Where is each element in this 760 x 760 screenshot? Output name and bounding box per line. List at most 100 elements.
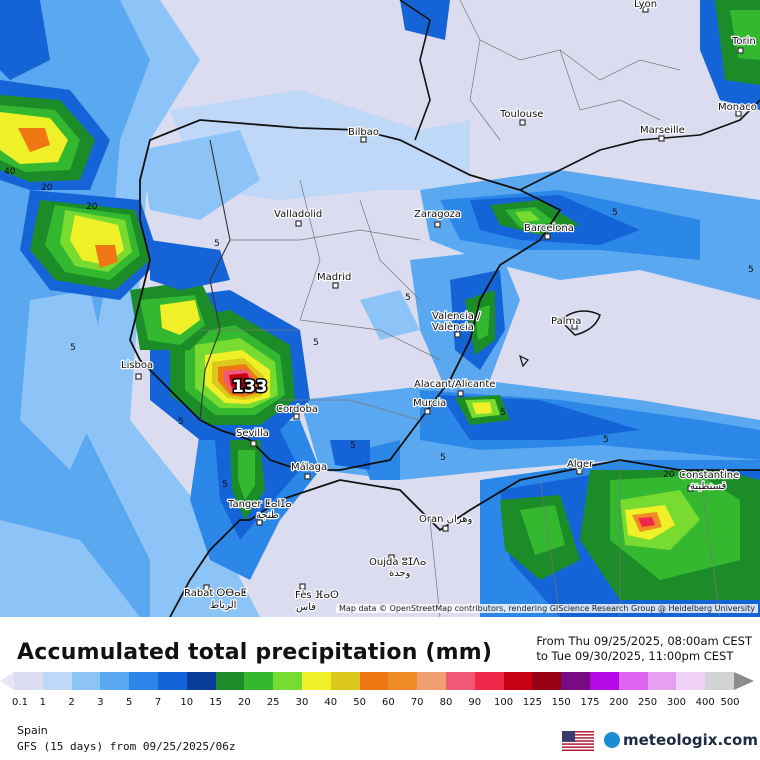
svg-text:Palma: Palma bbox=[551, 316, 581, 327]
legend-tick-label: 400 bbox=[695, 697, 715, 708]
legend-tick-label: 25 bbox=[266, 697, 280, 708]
contour-label: 20 bbox=[41, 183, 53, 193]
legend-swatch bbox=[676, 672, 706, 690]
legend-tick-label: 175 bbox=[580, 697, 600, 708]
legend-swatch bbox=[532, 672, 562, 690]
legend-tick-label: 150 bbox=[551, 697, 571, 708]
city-palma[interactable]: Palma bbox=[550, 315, 583, 330]
meteologix-logo-icon bbox=[604, 732, 620, 748]
legend-tick-label: 80 bbox=[439, 697, 453, 708]
model-run-label: GFS (15 days) from 09/25/2025/06z bbox=[17, 740, 236, 753]
svg-text:Oran وهران: Oran وهران bbox=[419, 514, 473, 525]
legend-tick-label: 50 bbox=[353, 697, 366, 708]
contour-label: 5 bbox=[440, 453, 446, 463]
legend-swatch bbox=[71, 672, 101, 690]
city-lyon[interactable]: Lyon bbox=[633, 0, 658, 13]
max-precipitation-label: 133 bbox=[232, 377, 268, 397]
legend-tick-label: 90 bbox=[468, 697, 482, 708]
legend-tick-label: 100 bbox=[494, 697, 514, 708]
legend-swatch bbox=[445, 672, 475, 690]
contour-label: 5 bbox=[313, 338, 319, 348]
city-toulouse[interactable]: Toulouse bbox=[498, 108, 545, 126]
us-flag-icon[interactable] bbox=[562, 731, 594, 751]
legend-tick-label: 0.1 bbox=[12, 697, 28, 708]
svg-text:فاس: فاس bbox=[296, 602, 316, 613]
period-to: to Tue 09/30/2025, 11:00pm CEST bbox=[536, 649, 734, 663]
legend-tick-label: 500 bbox=[720, 697, 740, 708]
legend-tick-label: 60 bbox=[382, 697, 395, 708]
legend-tick-label: 40 bbox=[324, 697, 338, 708]
legend-color-bar bbox=[14, 672, 734, 690]
legend-swatch bbox=[215, 672, 245, 690]
svg-text:وجدة: وجدة bbox=[389, 568, 411, 579]
legend-swatch bbox=[129, 672, 158, 690]
legend-tick-labels: 0.1 1 2 3 5 7 10 15 20 25 30 40 50 60 70 80 90 100 125 150 1… bbox=[12, 697, 740, 711]
contour-label: 5 bbox=[178, 417, 184, 427]
contour-label: 5 bbox=[70, 343, 76, 353]
svg-text:Valladolid: Valladolid bbox=[274, 209, 322, 220]
page-title: Accumulated total precipitation (mm) bbox=[17, 640, 493, 665]
svg-text:Oujda ⵓⵊⴷⴰ: Oujda ⵓⵊⴷⴰ bbox=[369, 557, 426, 568]
precipitation-map[interactable]: 40 20 20 5 5 5 5 5 5 5 5 5 5 5 5 20 133 … bbox=[0, 0, 760, 617]
city-bilbao[interactable]: Bilbao bbox=[347, 126, 380, 143]
legend-swatch bbox=[186, 672, 216, 690]
contour-label: 5 bbox=[222, 480, 228, 490]
city-marseille[interactable]: Marseille bbox=[639, 124, 686, 142]
contour-label: 5 bbox=[748, 265, 754, 275]
city-madrid[interactable]: Madrid bbox=[316, 271, 353, 289]
legend-tick-label: 200 bbox=[609, 697, 629, 708]
contour-label: 5 bbox=[612, 208, 618, 218]
svg-text:الرباط: الرباط bbox=[210, 600, 236, 611]
legend-tick-label: 2 bbox=[68, 697, 75, 708]
city-torin[interactable]: Torin bbox=[730, 35, 757, 54]
svg-text:Lyon: Lyon bbox=[634, 0, 657, 10]
city-sevilla[interactable]: Sevilla bbox=[235, 427, 270, 447]
city-murcia[interactable]: Murcia bbox=[412, 397, 447, 415]
brand-logo[interactable]: meteologix.com bbox=[604, 731, 758, 749]
legend-swatch bbox=[647, 672, 677, 690]
city-alicante[interactable]: Alacant/Alicante bbox=[413, 378, 497, 397]
legend-tick-label: 20 bbox=[238, 697, 251, 708]
city-barcelona[interactable]: Barcelona bbox=[523, 222, 575, 240]
svg-text:Barcelona: Barcelona bbox=[524, 223, 574, 234]
city-alger[interactable]: Alger bbox=[566, 458, 595, 475]
svg-text:Valencia /: Valencia / bbox=[432, 311, 481, 322]
legend-swatch bbox=[388, 672, 418, 690]
city-lisboa[interactable]: Lisboa bbox=[120, 359, 154, 380]
svg-text:Madrid: Madrid bbox=[317, 272, 351, 283]
map-attribution[interactable]: Map data © OpenStreetMap contributors, r… bbox=[336, 604, 758, 613]
svg-text:Marseille: Marseille bbox=[640, 125, 685, 136]
legend-swatch bbox=[14, 672, 43, 690]
svg-text:قسنطينة: قسنطينة bbox=[690, 481, 727, 492]
svg-text:Alger: Alger bbox=[567, 459, 594, 470]
legend-swatch bbox=[474, 672, 504, 690]
map-canvas[interactable]: 40 20 20 5 5 5 5 5 5 5 5 5 5 5 5 20 133 … bbox=[0, 0, 760, 617]
svg-text:Monaco: Monaco bbox=[718, 102, 757, 113]
legend-swatch bbox=[100, 672, 130, 690]
legend-tick-label: 5 bbox=[126, 697, 133, 708]
city-zaragoza[interactable]: Zaragoza bbox=[413, 208, 462, 228]
contour-label: 20 bbox=[663, 470, 675, 480]
city-cordoba[interactable]: Cordoba bbox=[275, 403, 319, 420]
legend-tick-label: 1 bbox=[39, 697, 46, 708]
city-valencia[interactable]: Valencia /València bbox=[431, 310, 482, 338]
legend-tick-label: 250 bbox=[638, 697, 658, 708]
city-malaga[interactable]: Málaga bbox=[290, 460, 328, 480]
legend-swatch bbox=[244, 672, 274, 690]
svg-text:Lisboa: Lisboa bbox=[121, 360, 153, 371]
city-monaco[interactable]: Monaco bbox=[717, 101, 758, 117]
city-valladolid[interactable]: Valladolid bbox=[273, 208, 323, 227]
city-oran[interactable]: Oran وهران bbox=[418, 513, 474, 532]
svg-text:Fès ⴼⴰⵙ: Fès ⴼⴰⵙ bbox=[295, 589, 339, 601]
legend-tick-label: 70 bbox=[410, 697, 424, 708]
contour-label: 5 bbox=[603, 435, 609, 445]
time-period: From Thu 09/25/2025, 08:00am CEST to Tue… bbox=[536, 634, 752, 664]
legend-tick-label: 125 bbox=[522, 697, 542, 708]
brand-name: meteologix.com bbox=[623, 731, 758, 749]
svg-text:Tanger ⵟⴰⵏⵊⴰ: Tanger ⵟⴰⵏⵊⴰ bbox=[227, 499, 292, 510]
